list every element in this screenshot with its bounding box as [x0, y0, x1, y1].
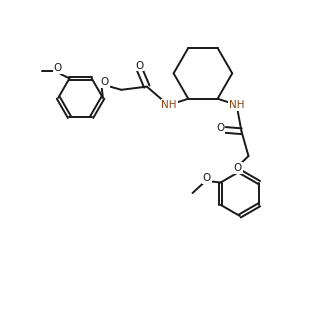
Text: O: O — [54, 63, 62, 73]
Text: NH: NH — [162, 100, 177, 110]
Text: O: O — [216, 123, 224, 133]
Text: O: O — [234, 163, 242, 173]
Text: O: O — [203, 173, 211, 183]
Text: O: O — [135, 60, 143, 71]
Text: NH: NH — [229, 100, 245, 110]
Text: O: O — [101, 77, 109, 87]
